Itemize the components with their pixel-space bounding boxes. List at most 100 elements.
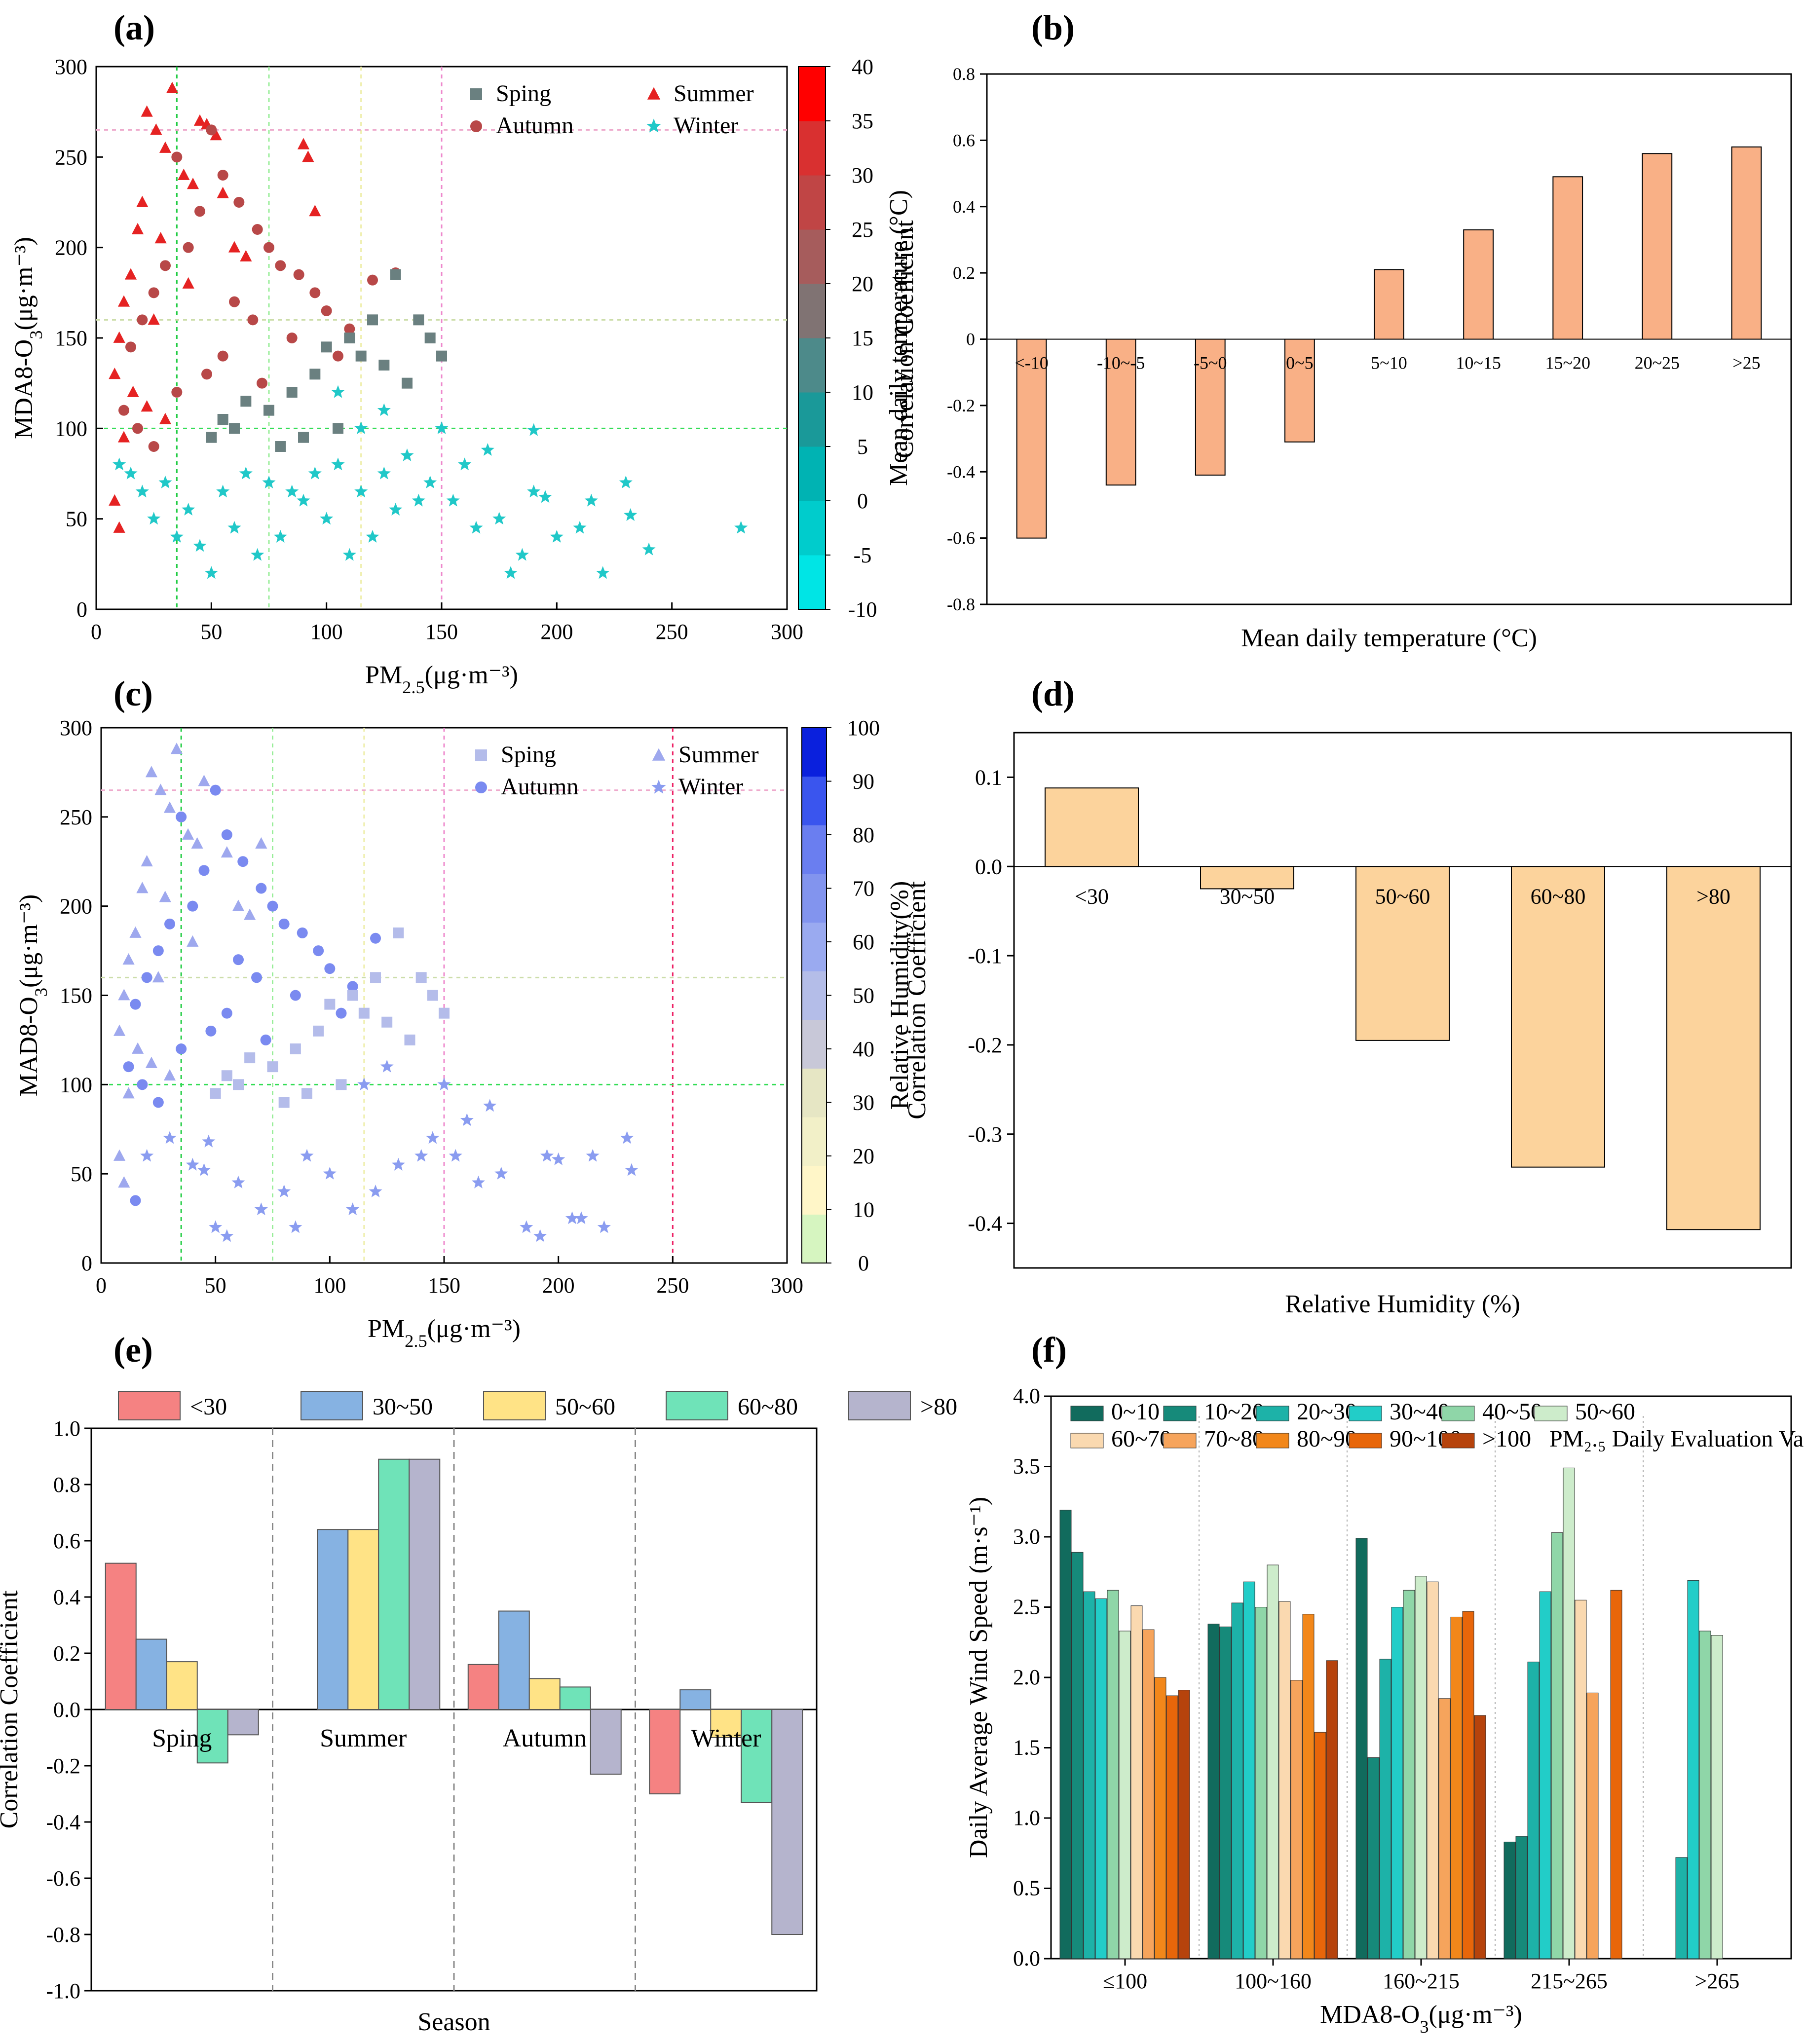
category-label: 15~20 [1545,353,1590,373]
data-point [171,387,183,398]
data-point [400,448,414,461]
legend-label: >80 [920,1394,957,1420]
bar [1511,866,1605,1168]
data-point [290,990,301,1001]
data-point [520,1220,533,1233]
bar [1326,1660,1338,1959]
bar-panel-e: -1.0 -0.8 -0.6 -0.4 -0.2 0.0 0.2 0.4 0.6 0.8 1.0 Sp… [0,1391,957,2036]
colorbar-tick-label: 20 [852,272,873,296]
data-point [323,1166,337,1180]
data-point [313,1025,324,1037]
data-point [125,341,136,353]
legend-marker [475,781,487,793]
data-point [239,466,253,480]
data-point [187,178,199,189]
data-point [152,945,164,957]
bar [1071,1552,1084,1959]
data-point [642,542,656,556]
bar [1166,1695,1178,1959]
data-point [145,1056,158,1068]
bar [1462,1611,1474,1959]
scatter-panel-a: 0 50 100 150 200 250 300050100150200250300PM2.… [10,55,913,697]
data-point [393,927,404,938]
data-point [171,151,183,163]
series-autumn [118,124,401,452]
bar [1130,1605,1143,1959]
bar [1563,1467,1575,1959]
legend-label: Winter [678,774,743,800]
legend-label: Sping [496,80,551,107]
data-point [150,123,162,135]
data-point [293,269,304,280]
y-tick-label: -0.2 [46,1754,80,1778]
legend-label: 30~50 [373,1394,433,1420]
legend-swatch [1441,1433,1475,1449]
colorbar-segment [802,1214,827,1264]
data-point [492,512,506,525]
data-point [308,466,322,480]
bar [1379,1659,1391,1959]
colorbar-segment [802,1068,827,1117]
y-tick-label: 0.1 [975,765,1002,789]
data-point [436,350,447,362]
colorbar-segment [798,229,826,284]
data-point [204,566,218,579]
data-point [129,926,142,938]
colorbar-segment [798,121,826,176]
legend-label: 60~70 [1111,1426,1171,1452]
colorbar-tick-label: 80 [853,823,874,847]
series-autumn [123,784,381,1206]
data-point [309,369,321,380]
x-tick-label: 200 [540,620,573,644]
data-point [152,1097,164,1108]
bar [1503,1841,1516,1959]
data-point [527,423,541,436]
legend-label: Sping [501,742,556,768]
data-point [596,566,610,579]
category-label: >265 [1695,1969,1740,1993]
data-point [237,856,249,867]
data-point [117,295,130,307]
data-point [154,783,167,795]
data-point [389,503,403,516]
bar [1284,338,1315,443]
legend-swatch [666,1391,728,1420]
data-point [426,1131,440,1144]
y-tick-label: -0.2 [947,396,975,415]
legend-label: Summer [678,742,759,768]
data-point [136,195,149,207]
y-tick-label: 0.6 [953,130,975,150]
bar [1374,269,1404,340]
data-point [159,141,172,153]
legend-swatch [848,1391,911,1420]
colorbar-segment [802,776,827,825]
y-tick-label: 2.0 [1013,1665,1040,1689]
x-tick-label: 150 [425,620,458,644]
bar-panel-f: 0.0 0.5 1.0 1.5 2.0 2.5 3.0 3.5 4.0 ≤100 100~160 16… [965,1384,1804,2037]
bar [1200,866,1294,890]
bar [1367,1757,1380,1959]
bar [1255,1607,1267,1959]
data-point [300,1149,314,1162]
data-point [166,81,179,93]
data-point [278,1097,290,1108]
colorbar-tick-label: 0 [858,1251,869,1275]
legend-swatch [1163,1406,1197,1421]
data-point [378,360,390,371]
y-tick-label: 50 [71,1162,92,1186]
data-point [286,333,298,343]
y-tick-label: 0 [966,330,975,349]
legend-label: 50~60 [555,1394,615,1420]
data-point [221,829,232,840]
colorbar-tick-label: 60 [853,930,874,954]
y-tick-label: 0.0 [975,855,1002,879]
bar-panel-d: -0.4 -0.3 -0.2 -0.1 0.0 0.1 <30 30~50 50~60 60~80… [903,732,1792,1318]
data-point [145,766,158,778]
data-point [217,186,229,198]
data-point [347,981,358,992]
data-point [413,314,424,326]
y-tick-label: 100 [55,416,87,441]
bar [1105,338,1136,486]
data-point [290,1043,301,1054]
y-tick-label: 250 [55,145,87,169]
